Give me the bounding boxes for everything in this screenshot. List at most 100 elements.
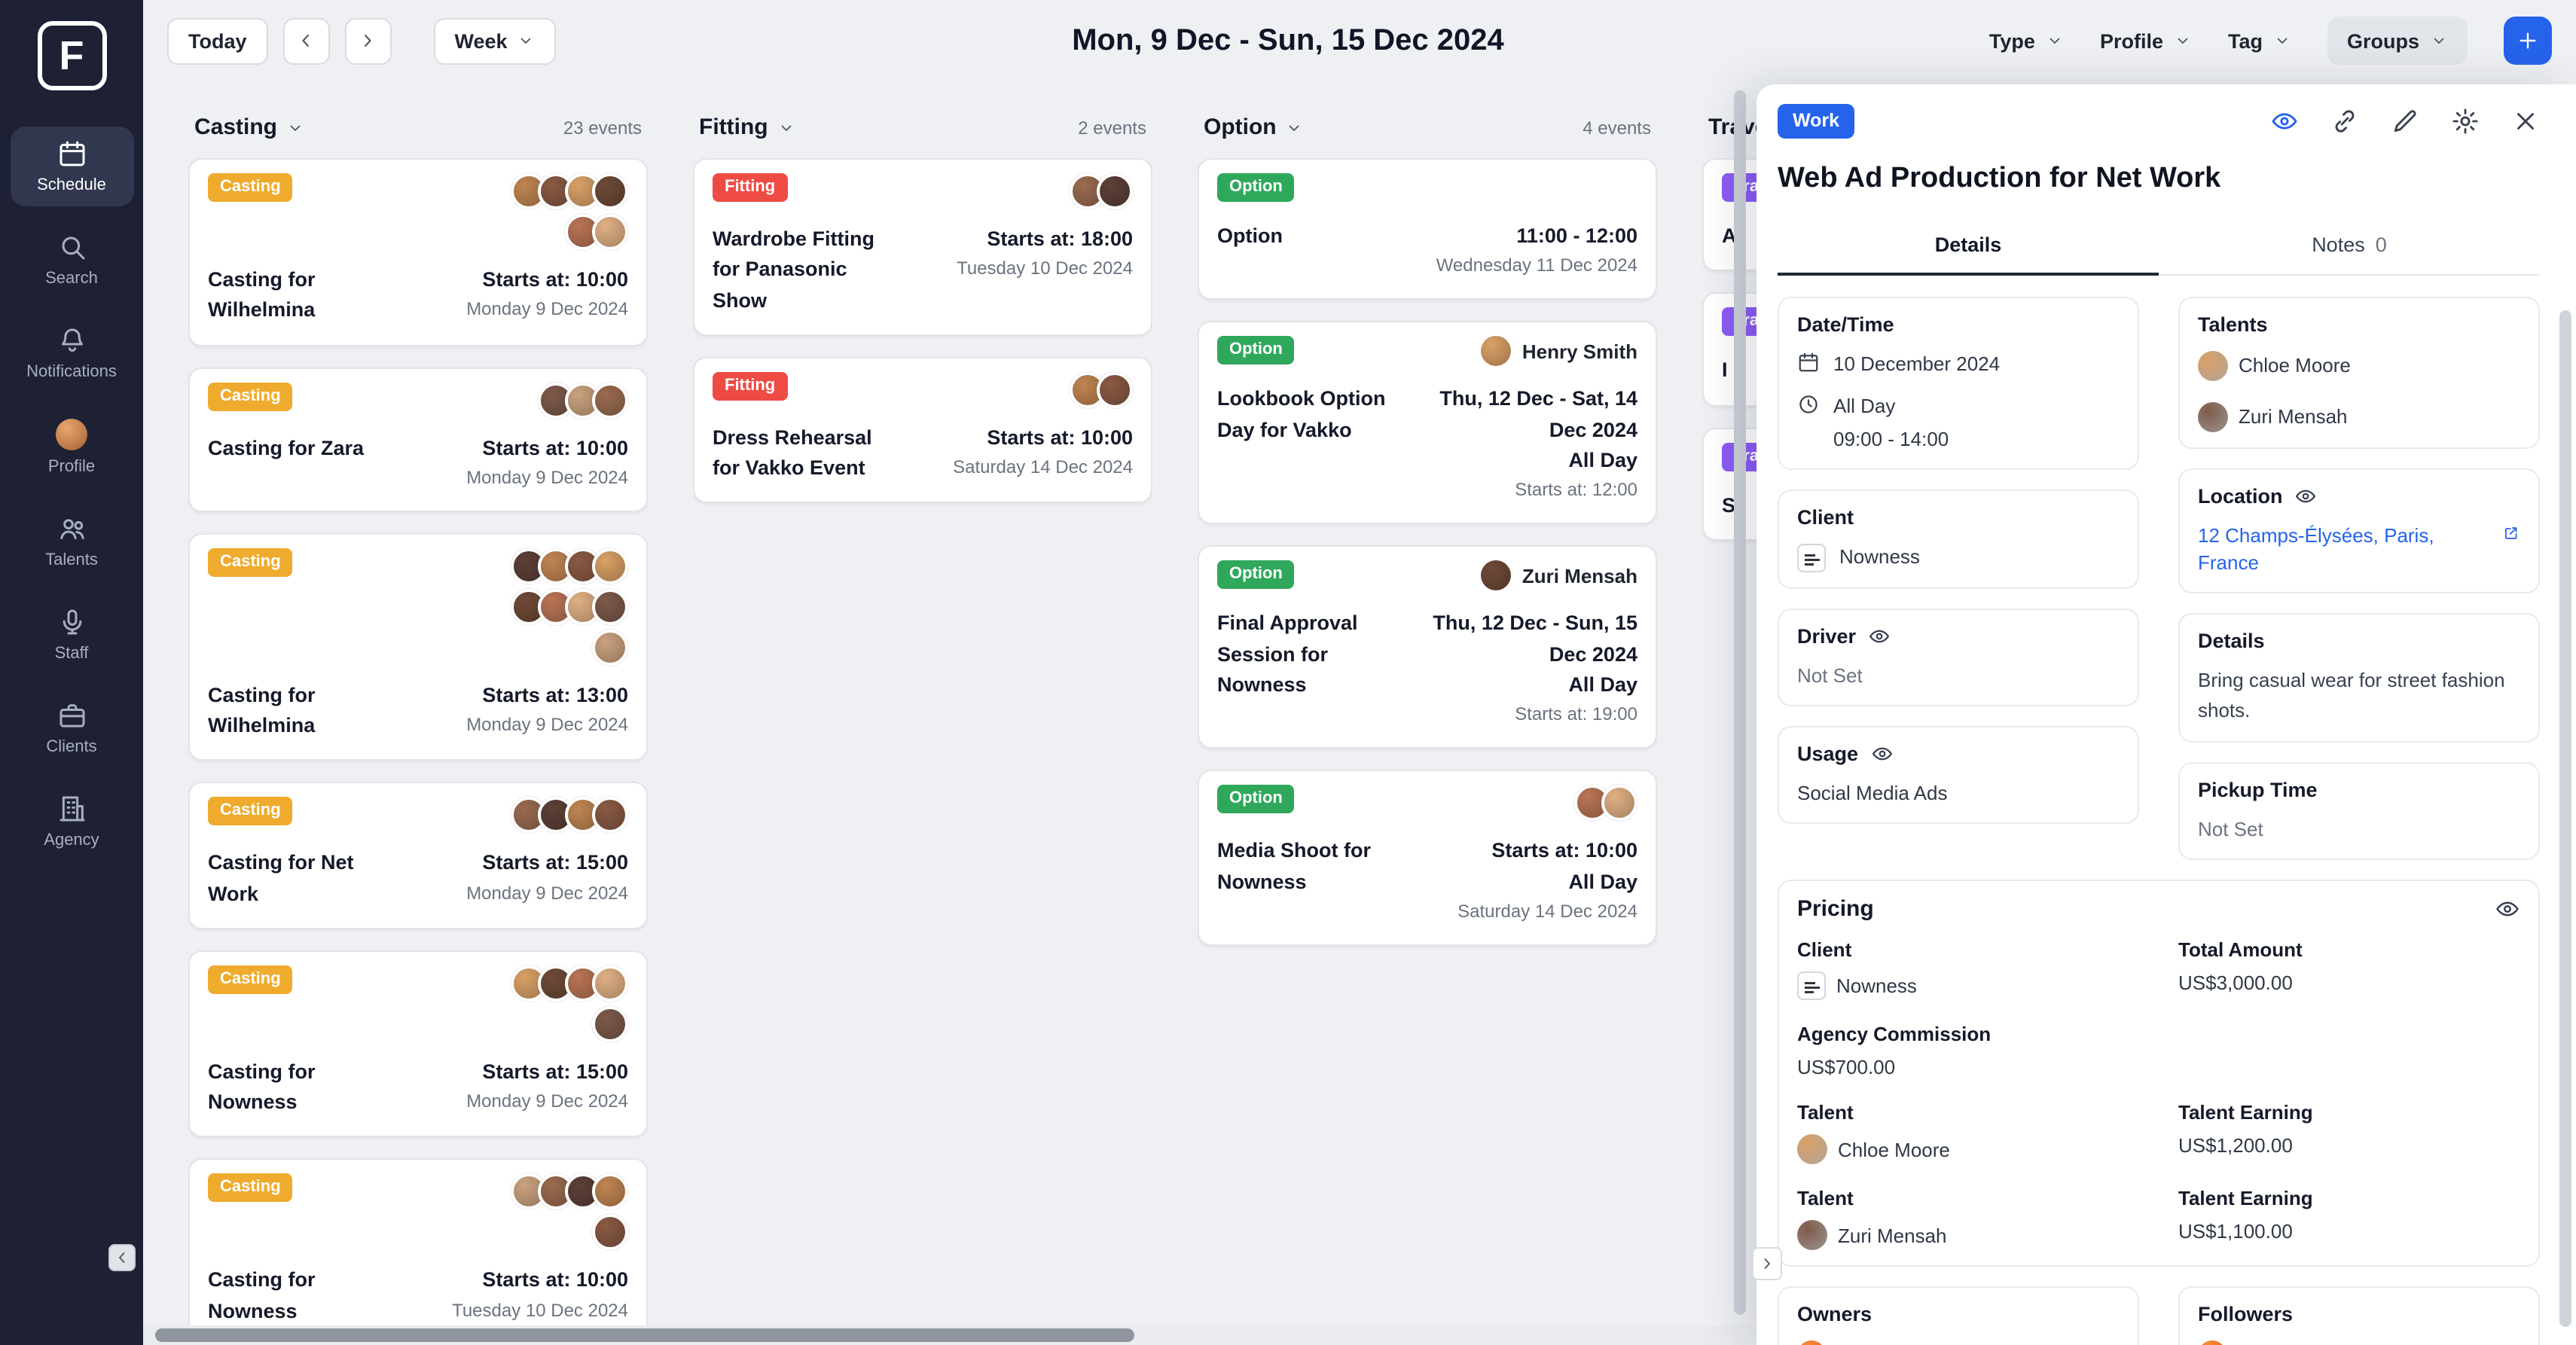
pricing-label: Talent [1797,1187,1854,1210]
pricing-value: US$700.00 [1797,1057,2139,1079]
board-horizontal-scrollbar-thumb[interactable] [155,1328,1134,1342]
filter-label: Tag [2227,29,2263,52]
next-week-button[interactable] [344,17,392,64]
eye-icon [2270,107,2299,136]
avatar-cluster [511,797,628,834]
event-person: Henry Smith [1481,336,1637,367]
prev-week-button[interactable] [282,17,330,64]
event-card[interactable]: Fitting Dress Rehearsal for Vakko Event St… [693,356,1152,504]
event-card[interactable]: Casting Casting for Wilhelmina Starts at: … [188,158,648,346]
avatar [592,629,628,666]
column-header[interactable]: Casting 23 events [188,114,648,140]
event-schedule-line: Thu, 12 Dec - Sat, 14 Dec 2024 [1439,387,1637,441]
details-heading: Details [2198,629,2265,652]
add-event-button[interactable] [2504,17,2552,65]
follower-avatar: F [2198,1340,2227,1345]
sidebar-item-agency[interactable]: Agency [10,782,133,862]
filter-type[interactable]: Type [1989,17,2064,65]
event-card-title: Option [1217,224,1283,247]
pricing-visibility-button[interactable] [2495,897,2520,923]
event-schedule-line: Thu, 12 Dec - Sun, 15 Dec 2024 [1433,612,1637,666]
talent-avatar [1797,1134,1827,1165]
toolbar-right: Type Profile Tag Groups [1989,17,2552,65]
eye-icon [2495,897,2520,923]
talent-chip[interactable]: Chloe Moore [2198,350,2351,380]
event-schedule-line: Starts at: 13:00 [482,683,628,706]
sidebar-item-schedule[interactable]: Schedule [10,127,133,206]
avatar [592,547,628,584]
gear-icon [2451,107,2480,136]
sidebar-item-clients[interactable]: Clients [10,688,133,768]
event-card[interactable]: Casting Casting for Net Work Starts at: 15… [188,782,648,929]
app-logo-letter: F [59,32,84,78]
pricing-item: Talent Chloe Moore [1797,1102,2139,1165]
sidebar-collapse-button[interactable] [108,1244,136,1271]
pricing-amount: US$700.00 [1797,1056,1896,1079]
avatar [538,547,574,584]
talent-avatar [2198,350,2228,380]
pricing-item: Client Nowness [1797,939,2139,1001]
chevron-right-icon [1758,1255,1776,1273]
sidebar-item-profile[interactable]: Profile [10,407,133,488]
location-link[interactable]: 12 Champs-Élysées, Paris, France [2198,522,2520,577]
event-card[interactable]: Option Media Shoot for Nowness Starts at: … [1198,770,1657,946]
event-card[interactable]: Casting Casting for Nowness Starts at: 10:… [188,1158,648,1325]
chevron-down-icon [2430,32,2448,50]
event-badge: Casting [208,965,293,994]
filter-group: Type Profile Tag Groups [1989,17,2468,65]
driver-visibility-icon[interactable] [1868,625,1891,648]
event-card-main: Media Shoot for Nowness Starts at: 10:00 A… [1217,837,1637,926]
column-header[interactable]: Option 4 events [1198,114,1657,140]
view-select[interactable]: Week [433,17,556,64]
close-button[interactable] [2511,107,2540,136]
talent-chip[interactable]: Zuri Mensah [2198,401,2348,432]
event-card[interactable]: Option Zuri Mensah Final Approval Session … [1198,545,1657,749]
event-card-schedule: Starts at: 10:00 All Day Saturday 14 Dec 2… [1409,837,1637,926]
settings-button[interactable] [2451,107,2480,136]
event-card[interactable]: Casting Casting for Zara Starts at: 10:00 M… [188,367,648,512]
board-vertical-scrollbar[interactable] [1734,90,1746,1315]
sidebar-item-label: Talents [45,551,98,569]
filter-groups[interactable]: Groups [2327,17,2468,65]
event-schedule-line: Monday 9 Dec 2024 [466,882,628,904]
edit-button[interactable] [2391,107,2419,136]
chevron-down-icon [286,118,304,136]
filter-tag[interactable]: Tag [2228,17,2291,65]
preview-button[interactable] [2270,107,2299,136]
event-card[interactable]: Casting Casting for Nowness Starts at: 15:… [188,950,648,1138]
sidebar-item-talents[interactable]: Talents [10,502,133,581]
column-header[interactable]: Fitting 2 events [693,114,1152,140]
event-person-name: Henry Smith [1521,340,1637,363]
event-card[interactable]: Option Option 11:00 - 12:00 Wednesday 11 De… [1198,158,1657,300]
client-logo [1797,544,1826,573]
app-logo[interactable]: F [37,21,106,90]
calendar-icon [56,139,87,169]
panel-expand-button[interactable] [1752,1247,1782,1280]
today-button[interactable]: Today [167,17,268,64]
event-card[interactable]: Casting Casting for Wilhelmina Starts at: … [188,532,648,761]
panel-scrollbar[interactable] [2559,310,2571,1327]
usage-card: Usage Social Media Ads [1778,726,2139,825]
event-card[interactable]: Option Henry Smith Lookbook Option Day for… [1198,321,1657,525]
talent-avatar [2198,401,2228,432]
event-card-main: Lookbook Option Day for Vakko Thu, 12 Dec… [1217,385,1637,505]
tab-details[interactable]: Details [1778,218,2159,275]
tab-notes-label: Notes [2312,233,2365,255]
sidebar-item-notifications[interactable]: Notifications [10,313,133,393]
event-card-top: Casting [208,1173,628,1251]
filter-profile[interactable]: Profile [2100,17,2192,65]
usage-visibility-icon[interactable] [1870,743,1893,766]
tab-notes[interactable]: Notes 0 [2159,218,2540,273]
sidebar-item-staff[interactable]: Staff [10,595,133,675]
pickup-heading: Pickup Time [2198,779,2318,802]
board-column-option: Option 4 events Option Option 11:00 - 12:00 W… [1198,114,1657,1325]
client-logo [1797,971,1826,1001]
copy-link-button[interactable] [2330,107,2359,136]
pricing-talent-name: Zuri Mensah [1838,1224,1947,1247]
sidebar-item-search[interactable]: Search [10,220,133,300]
panel-tabs: Details Notes 0 [1778,218,2540,275]
event-card[interactable]: Fitting Wardrobe Fitting for Panasonic Sh… [693,158,1152,336]
location-visibility-icon[interactable] [2295,484,2318,507]
column-event-count: 23 events [563,117,642,138]
